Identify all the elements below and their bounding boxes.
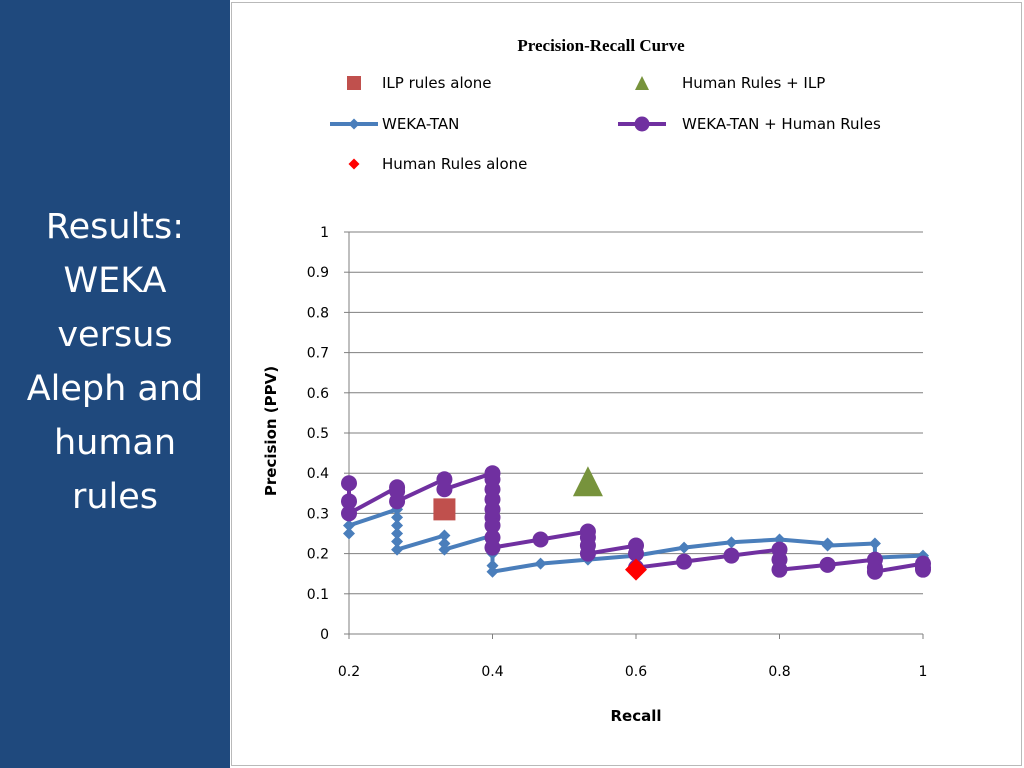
chart-axes: 0 0.1 0.2 0.3 0.4 0.5 0.6 0.7 0.8 0.9 1 0.2 0.4 0.6 0.… bbox=[307, 225, 928, 680]
legend-label: ILP rules alone bbox=[382, 74, 492, 92]
data-point bbox=[579, 545, 596, 562]
data-point bbox=[676, 553, 693, 570]
y-tick-label: 0.4 bbox=[307, 466, 329, 482]
data-point bbox=[484, 517, 501, 534]
title-panel: Results: WEKA versus Aleph and human rul… bbox=[0, 0, 230, 768]
data-point bbox=[534, 557, 547, 570]
y-tick-label: 0.3 bbox=[307, 506, 329, 522]
data-point bbox=[819, 556, 836, 573]
data-point bbox=[391, 527, 404, 540]
series-human-rules-alone bbox=[625, 558, 647, 581]
y-tick-label: 0.7 bbox=[307, 346, 329, 362]
legend-item: Human Rules alone bbox=[348, 155, 527, 173]
x-tick-label: 0.2 bbox=[338, 664, 360, 680]
legend-marker bbox=[635, 76, 649, 90]
slide-title-line: Aleph and bbox=[26, 369, 204, 409]
data-point bbox=[438, 529, 451, 542]
y-tick-label: 1 bbox=[320, 225, 329, 241]
y-tick-label: 0.8 bbox=[307, 305, 329, 321]
chart-title: Precision-Recall Curve bbox=[517, 36, 685, 55]
data-point bbox=[436, 481, 453, 498]
legend-marker bbox=[347, 76, 361, 90]
data-point bbox=[821, 539, 834, 552]
data-point bbox=[484, 539, 501, 556]
x-tick-label: 0.4 bbox=[481, 664, 503, 680]
data-point bbox=[572, 466, 603, 497]
data-point bbox=[771, 561, 788, 578]
legend-marker bbox=[634, 116, 650, 132]
x-tick-label: 0.6 bbox=[625, 664, 647, 680]
data-point bbox=[486, 565, 499, 578]
data-point bbox=[532, 531, 549, 548]
data-point bbox=[341, 475, 357, 492]
data-point bbox=[723, 547, 740, 564]
legend-item: Human Rules + ILP bbox=[635, 74, 825, 92]
slide-title: Results: WEKA versus Aleph and human rul… bbox=[0, 200, 230, 524]
legend-marker bbox=[348, 158, 360, 170]
data-point bbox=[391, 543, 404, 556]
data-point bbox=[678, 541, 691, 554]
data-point bbox=[438, 543, 451, 556]
series-ilp-rules-alone bbox=[433, 498, 456, 521]
legend-label: WEKA-TAN bbox=[382, 115, 459, 133]
legend-item: ILP rules alone bbox=[347, 74, 492, 92]
y-tick-label: 0 bbox=[320, 627, 329, 643]
legend-marker bbox=[348, 118, 360, 130]
data-point bbox=[725, 536, 738, 549]
y-tick-label: 0.6 bbox=[307, 386, 329, 402]
series-weka-tan-human-rules bbox=[341, 465, 931, 580]
data-point bbox=[341, 505, 357, 522]
data-point bbox=[868, 537, 881, 550]
y-tick-label: 0.9 bbox=[307, 265, 329, 281]
plot-area bbox=[341, 465, 931, 581]
data-point bbox=[915, 561, 931, 578]
data-point bbox=[866, 563, 883, 580]
data-point bbox=[625, 558, 647, 581]
data-point bbox=[391, 519, 404, 532]
precision-recall-chart: Precision-Recall Curve ILP rules alone Hu… bbox=[262, 36, 931, 725]
slide-title-line: rules bbox=[71, 477, 159, 517]
data-point bbox=[341, 493, 357, 510]
slide-title-line: human bbox=[53, 423, 177, 463]
x-tick-label: 0.8 bbox=[768, 664, 790, 680]
slide-title-line: WEKA bbox=[63, 261, 167, 301]
chart-frame: Precision-Recall Curve ILP rules alone Hu… bbox=[231, 2, 1022, 766]
y-tick-label: 0.2 bbox=[307, 547, 329, 563]
data-point bbox=[486, 559, 499, 572]
data-point bbox=[628, 545, 644, 562]
y-tick-label: 0.5 bbox=[307, 426, 329, 442]
data-point bbox=[438, 537, 451, 550]
legend-label: Human Rules + ILP bbox=[682, 74, 825, 92]
legend-label: Human Rules alone bbox=[382, 155, 527, 173]
data-point bbox=[343, 519, 355, 532]
x-axis-label: Recall bbox=[610, 707, 661, 725]
data-point bbox=[391, 535, 404, 548]
chart-legend: ILP rules alone Human Rules + ILP WEKA-TAN… bbox=[330, 74, 881, 173]
data-point bbox=[433, 498, 456, 521]
legend-item: WEKA-TAN + Human Rules bbox=[618, 115, 881, 133]
series-human-rules-ilp bbox=[572, 466, 603, 497]
slide-title-line: Results: bbox=[45, 207, 185, 247]
data-point bbox=[389, 493, 406, 510]
legend-label: WEKA-TAN + Human Rules bbox=[682, 115, 881, 133]
y-axis-label: Precision (PPV) bbox=[262, 366, 280, 496]
x-tick-label: 1 bbox=[919, 664, 928, 680]
legend-item: WEKA-TAN bbox=[330, 115, 459, 133]
slide-title-line: versus bbox=[57, 315, 173, 355]
y-tick-label: 0.1 bbox=[307, 587, 329, 603]
data-point bbox=[343, 527, 355, 540]
